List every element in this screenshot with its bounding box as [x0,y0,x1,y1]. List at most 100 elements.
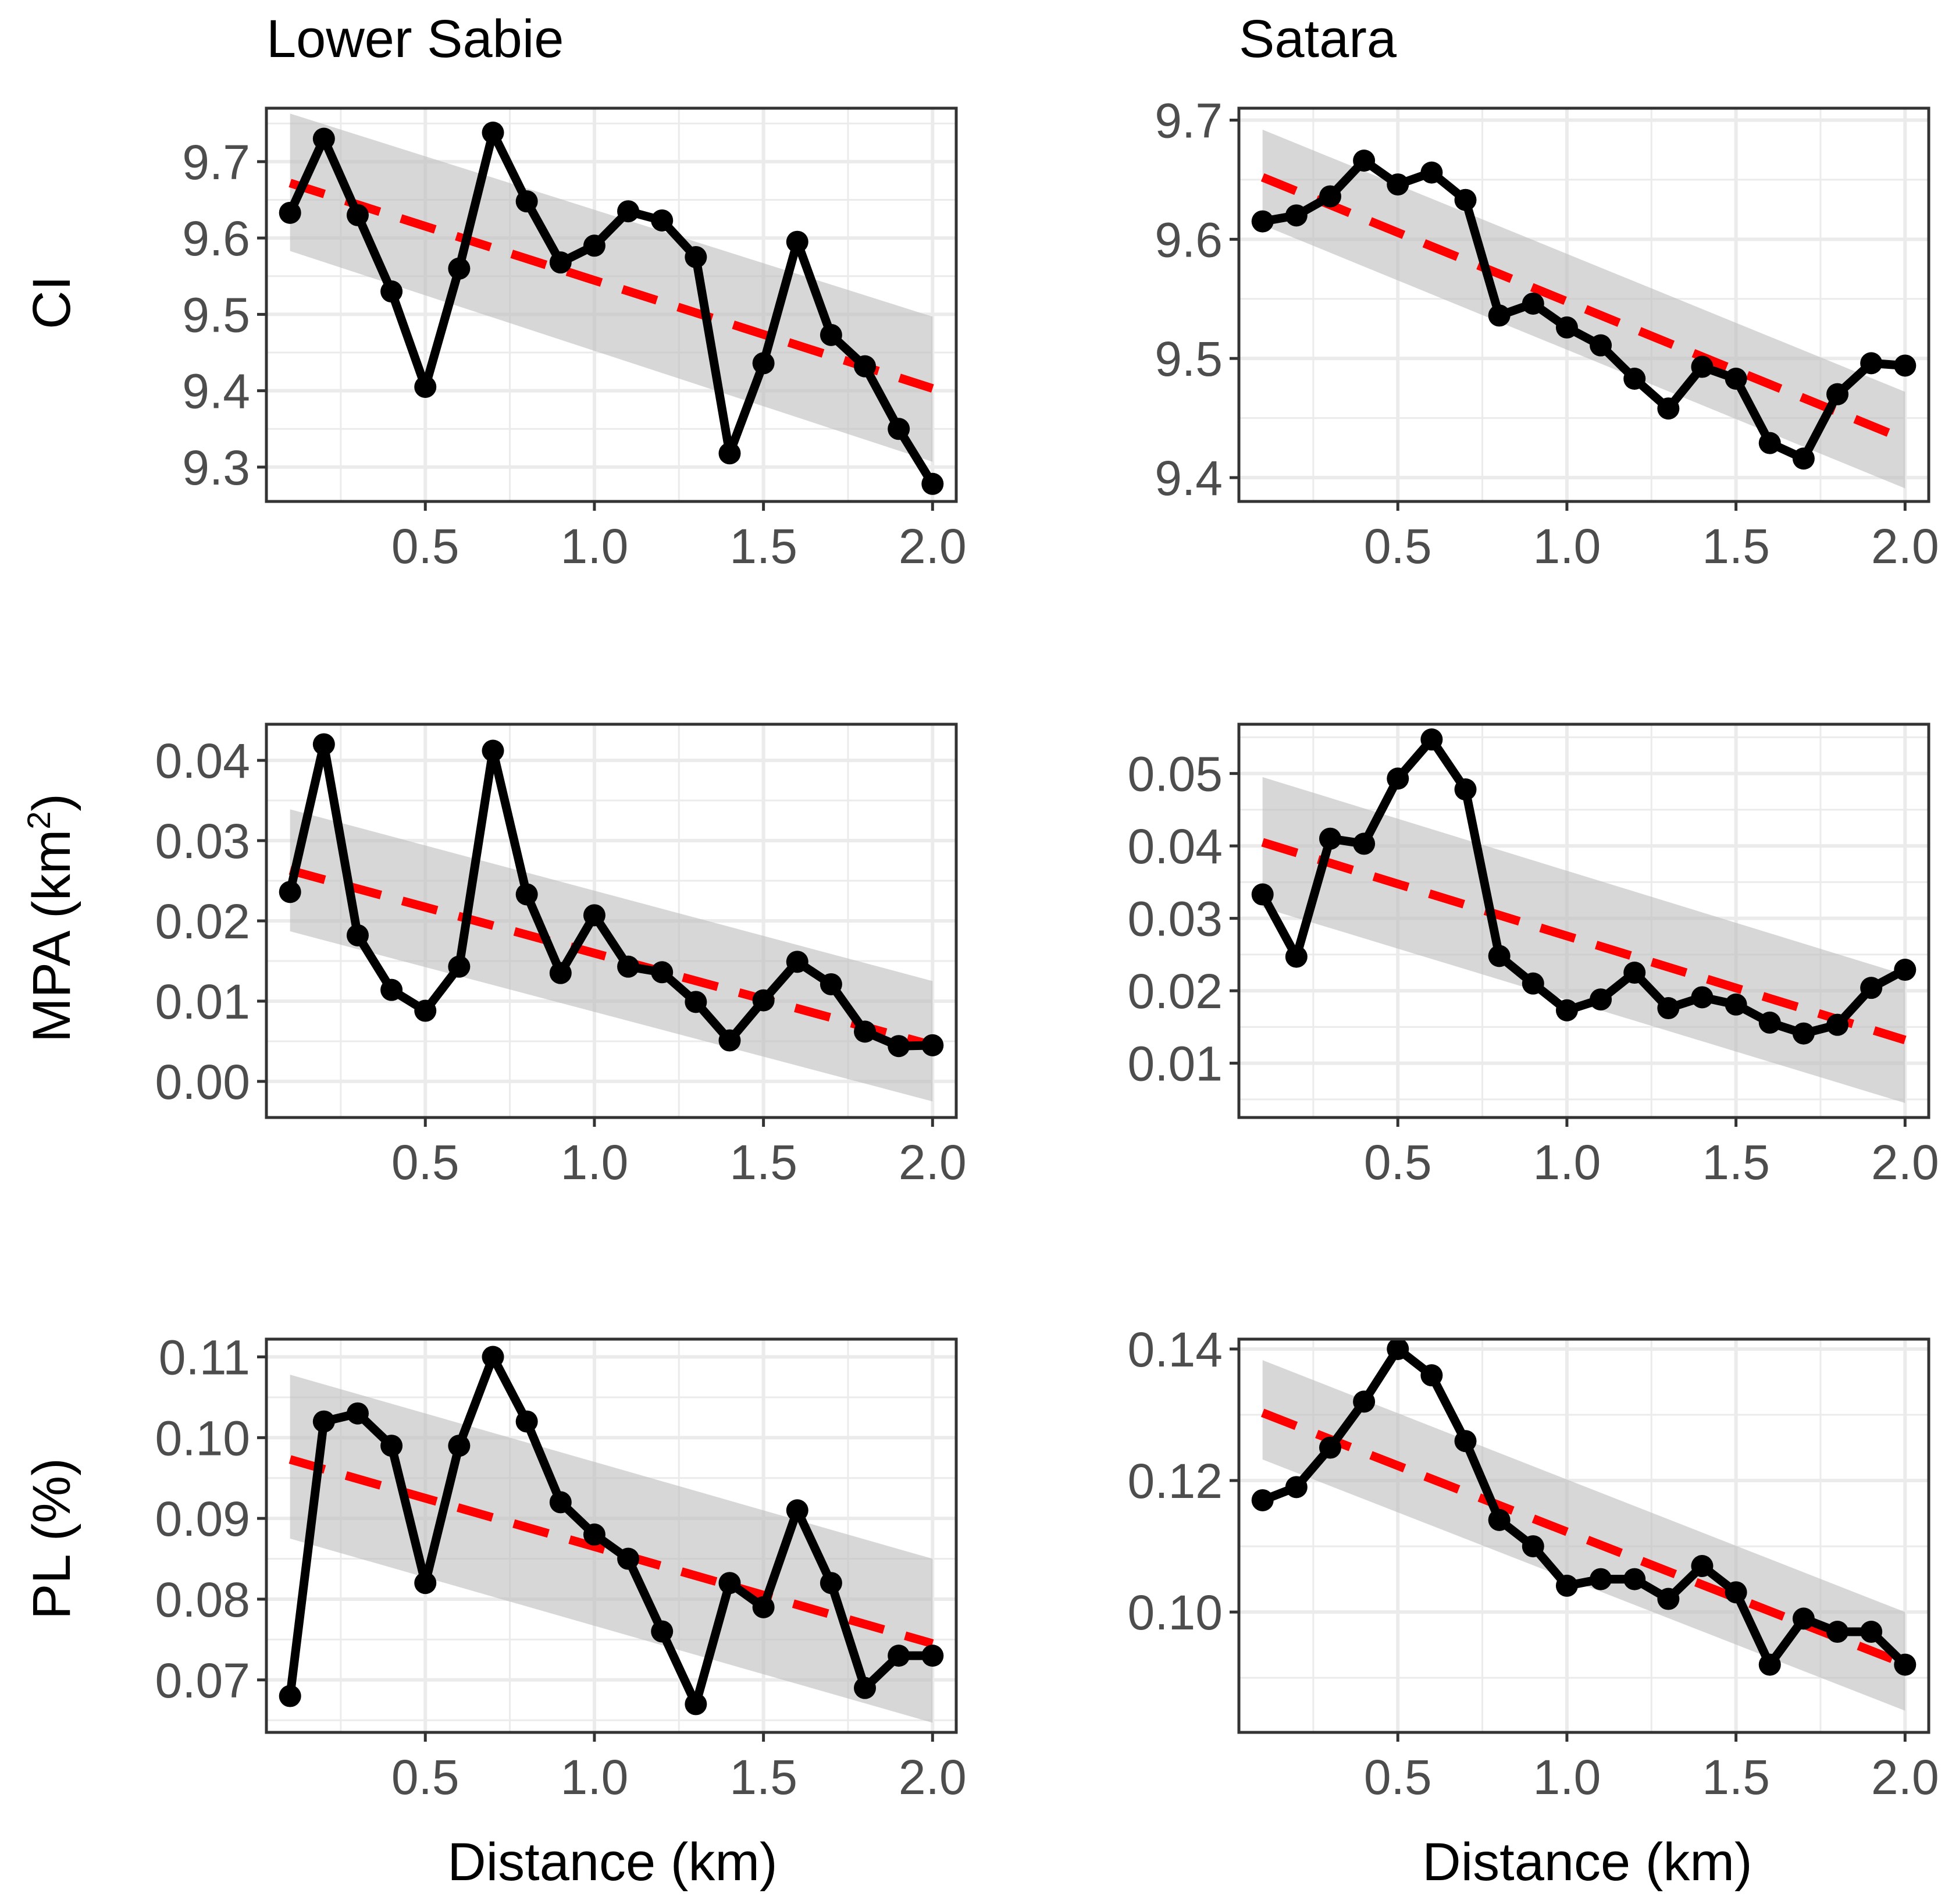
lower-sabie-mpa-point-19 [921,1034,944,1056]
satara-pl-point-3 [1353,1390,1376,1413]
lower-sabie-pl-y-tick-label-0: 0.07 [155,1653,251,1708]
satara-mpa-point-18 [1860,977,1883,999]
lower-sabie-mpa-x-tick-label-3: 2.0 [899,1135,967,1190]
satara-pl-panel-border [1237,1337,1930,1734]
satara-ci-point-3 [1353,150,1376,172]
lower-sabie-pl-series-line [286,1353,937,1709]
lower-sabie-ci-point-6 [482,122,504,144]
satara-ci-y-tick-label-0: 9.4 [1155,451,1223,506]
lower-sabie-ci-point-12 [685,245,707,268]
lower-sabie-ci-point-16 [820,323,842,346]
lower-sabie-mpa-point-6 [482,739,504,762]
satara-mpa-point-7 [1488,945,1511,967]
lower-sabie-mpa-x-tick-label-0: 0.5 [391,1135,459,1190]
lower-sabie-ci-point-14 [752,352,775,375]
satara-mpa-point-6 [1454,778,1477,801]
satara-mpa-x-tick-label-1: 1.0 [1533,1135,1601,1190]
satara-pl-point-17 [1826,1621,1849,1643]
lower-sabie-ci-point-11 [651,209,674,232]
lower-sabie-pl-point-11 [651,1620,674,1643]
lower-sabie-ci-panel-border [265,106,958,503]
satara-mpa-y-tick-label-3: 0.04 [1128,819,1223,874]
lower-sabie-pl-point-7 [515,1410,538,1433]
satara-mpa-y-tick-label-1: 0.02 [1128,964,1223,1019]
lower-sabie-mpa-x-tick-label-2: 1.5 [729,1135,797,1190]
lower-sabie-ci-point-7 [515,190,538,213]
panel-satara-ci: 9.4 9.5 9.6 9.7 0.5 1.0 1.5 2.0 [1155,93,1939,574]
lower-sabie-pl-x-tick-label-1: 1.0 [561,1750,629,1805]
satara-pl-confidence-band [1262,1360,1905,1711]
satara-pl-x-tick-label-0: 0.5 [1364,1750,1432,1805]
satara-pl-point-2 [1319,1436,1341,1459]
lower-sabie-ci-point-2 [346,204,369,226]
lower-sabie-pl-point-8 [549,1491,572,1514]
lower-sabie-ci-x-tick-label-0: 0.5 [391,519,459,574]
satara-pl-point-9 [1555,1574,1578,1597]
lower-sabie-ci-y-tick-label-0: 9.3 [182,440,250,495]
lower-sabie-ci-point-3 [380,280,403,303]
lower-sabie-ci-confidence-band [290,113,933,462]
lower-sabie-pl-point-13 [718,1572,741,1595]
satara-mpa-point-19 [1894,959,1917,981]
lower-sabie-ci-point-10 [617,200,640,223]
lower-sabie-ci-series-line [286,128,937,489]
column-title-satara: Satara [1239,9,1397,69]
satara-pl-point-13 [1691,1555,1714,1577]
satara-ci-point-9 [1555,316,1578,339]
satara-ci-y-tick-label-3: 9.7 [1155,93,1223,148]
satara-mpa-x-tick-label-2: 1.5 [1702,1135,1770,1190]
panel-satara-pl: 0.10 0.12 0.14 0.5 1.0 1.5 2.0 [1128,1322,1939,1805]
satara-mpa-point-12 [1657,997,1680,1020]
lower-sabie-pl-point-15 [786,1499,808,1522]
satara-mpa-point-13 [1691,986,1714,1009]
x-axis-title-satara: Distance (km) [1422,1832,1752,1892]
satara-mpa-confidence-band [1262,777,1905,1104]
panel-lower-sabie-pl: 0.07 0.08 0.09 0.10 0.11 0.5 1.0 1.5 2.0 [155,1330,967,1805]
satara-pl-point-7 [1488,1508,1511,1531]
lower-sabie-ci-point-8 [549,251,572,274]
satara-mpa-x-tick-label-0: 0.5 [1364,1135,1432,1190]
satara-pl-point-12 [1657,1588,1680,1610]
lower-sabie-pl-point-0 [279,1685,301,1707]
lower-sabie-ci-point-15 [786,230,808,253]
satara-ci-point-10 [1590,334,1612,357]
satara-ci-point-11 [1623,368,1646,390]
panel-satara-mpa: 0.01 0.02 0.03 0.04 0.05 0.5 1.0 1.5 2.0 [1128,723,1939,1190]
satara-ci-x-tick-label-1: 1.0 [1533,519,1601,574]
satara-mpa-point-17 [1826,1013,1849,1036]
satara-ci-point-19 [1894,354,1917,377]
satara-mpa-point-15 [1758,1011,1781,1034]
lower-sabie-ci-y-tick-label-3: 9.6 [182,211,250,266]
lower-sabie-mpa-point-15 [786,951,808,973]
lower-sabie-mpa-point-12 [685,991,707,1013]
lower-sabie-pl-point-18 [888,1645,910,1667]
satara-pl-point-19 [1894,1653,1917,1676]
satara-ci-x-tick-label-3: 2.0 [1871,519,1939,574]
satara-ci-point-5 [1420,161,1443,184]
lower-sabie-pl-point-16 [820,1572,842,1595]
lower-sabie-pl-point-14 [752,1596,775,1618]
lower-sabie-pl-point-1 [312,1410,335,1433]
x-axis-title-lower-sabie: Distance (km) [447,1832,777,1892]
satara-pl-point-6 [1454,1430,1477,1453]
lower-sabie-ci-y-tick-label-1: 9.4 [182,364,250,419]
satara-ci-point-2 [1319,185,1341,208]
lower-sabie-pl-point-5 [448,1435,471,1457]
satara-mpa-y-tick-label-4: 0.05 [1128,747,1223,802]
satara-ci-panel-border [1237,106,1930,503]
lower-sabie-mpa-point-2 [346,924,369,946]
lower-sabie-mpa-y-tick-label-0: 0.00 [155,1055,251,1109]
satara-pl-x-tick-label-3: 2.0 [1871,1750,1939,1805]
lower-sabie-pl-point-17 [854,1677,877,1699]
satara-pl-point-5 [1420,1364,1443,1387]
satara-ci-point-1 [1285,204,1308,227]
lower-sabie-mpa-x-tick-label-1: 1.0 [561,1135,629,1190]
satara-pl-point-8 [1522,1535,1544,1558]
lower-sabie-mpa-point-0 [279,881,301,903]
satara-ci-point-17 [1826,383,1849,405]
lower-sabie-ci-point-19 [921,472,944,495]
lower-sabie-pl-x-tick-label-3: 2.0 [899,1750,967,1805]
satara-ci-y-tick-label-1: 9.5 [1155,332,1223,386]
lower-sabie-mpa-point-13 [718,1029,741,1052]
lower-sabie-mpa-point-3 [380,978,403,1001]
